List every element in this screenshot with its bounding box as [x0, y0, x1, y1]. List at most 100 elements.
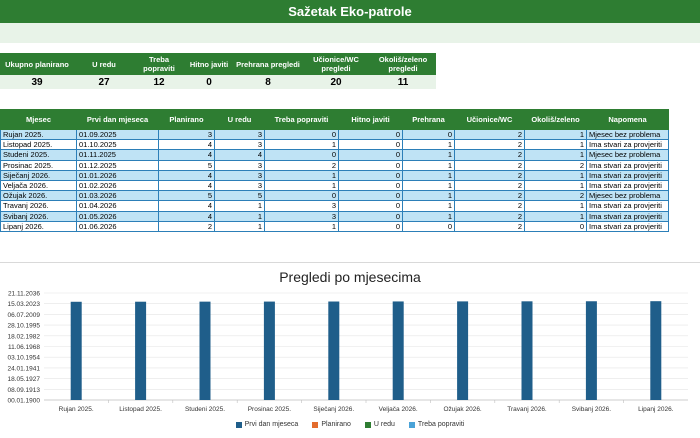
table-cell[interactable]: 1	[402, 159, 455, 171]
table-cell[interactable]: 01.12.2025	[76, 159, 159, 171]
table-cell[interactable]: 4	[158, 210, 215, 222]
table-cell[interactable]: 2	[454, 128, 525, 141]
column-header[interactable]: Napomena	[586, 109, 669, 130]
table-cell[interactable]: 0	[338, 139, 403, 151]
table-cell[interactable]: 2	[454, 159, 525, 171]
table-cell[interactable]: 1	[524, 169, 587, 181]
table-cell[interactable]: 01.01.2026	[76, 169, 159, 181]
table-cell[interactable]: 1	[524, 128, 587, 141]
table-cell[interactable]: 2	[454, 149, 525, 161]
table-cell[interactable]: 1	[524, 149, 587, 161]
table-cell[interactable]: Mjesec bez problema	[586, 190, 669, 202]
table-cell[interactable]: 2	[264, 159, 339, 171]
table-cell[interactable]: Travanj 2026.	[0, 200, 77, 212]
column-header[interactable]: Okoliš/zeleno	[524, 109, 587, 130]
table-cell[interactable]: 0	[264, 128, 339, 141]
column-header[interactable]: Planirano	[158, 109, 215, 130]
table-cell[interactable]: 2	[158, 220, 215, 232]
table-cell[interactable]: 1	[264, 139, 339, 151]
table-cell[interactable]: 01.05.2026	[76, 210, 159, 222]
table-cell[interactable]: 2	[454, 210, 525, 222]
table-cell[interactable]: 1	[402, 139, 455, 151]
table-cell[interactable]: Siječanj 2026.	[0, 169, 77, 181]
table-cell[interactable]: Prosinac 2025.	[0, 159, 77, 171]
table-cell[interactable]: 1	[402, 149, 455, 161]
table-cell[interactable]: 2	[524, 159, 587, 171]
table-cell[interactable]: 4	[158, 169, 215, 181]
table-cell[interactable]: Mjesec bez problema	[586, 128, 669, 141]
column-header[interactable]: Mjesec	[0, 109, 77, 130]
table-cell[interactable]: 2	[454, 200, 525, 212]
table-cell[interactable]: 3	[158, 128, 215, 141]
table-cell[interactable]: 5	[214, 190, 265, 202]
table-cell[interactable]: 0	[264, 190, 339, 202]
table-cell[interactable]: 1	[524, 200, 587, 212]
table-cell[interactable]: Veljača 2026.	[0, 179, 77, 192]
table-row[interactable]: Svibanj 2026. 01.05.2026 4 1 3 0 1 2 1 Ima stvari…	[0, 210, 669, 222]
bar-chart[interactable]: 21.11.2036 15.03.2023 06.07.2009 28.10.1995…	[0, 263, 700, 438]
table-cell[interactable]: 2	[454, 220, 525, 232]
table-cell[interactable]: 3	[214, 169, 265, 181]
table-cell[interactable]: 1	[264, 169, 339, 181]
table-cell[interactable]: 01.02.2026	[76, 179, 159, 192]
table-cell[interactable]: Studeni 2025.	[0, 149, 77, 161]
table-cell[interactable]: 1	[214, 220, 265, 232]
table-cell[interactable]: 2	[524, 190, 587, 202]
table-cell[interactable]: 01.03.2026	[76, 190, 159, 202]
table-row[interactable]: Ožujak 2026. 01.03.2026 5 5 0 0 1 2 2 Mjesec bez …	[0, 190, 669, 202]
table-cell[interactable]: 1	[524, 179, 587, 192]
table-cell[interactable]: Ima stvari za provjeriti	[586, 179, 669, 192]
table-cell[interactable]: 0	[402, 128, 455, 141]
table-cell[interactable]: Listopad 2025.	[0, 139, 77, 151]
column-header[interactable]: Treba popraviti	[264, 109, 339, 130]
table-cell[interactable]: 01.11.2025	[76, 149, 159, 161]
table-cell[interactable]: 4	[158, 200, 215, 212]
table-cell[interactable]: 0	[338, 159, 403, 171]
table-cell[interactable]: Ima stvari za provjeriti	[586, 200, 669, 212]
table-cell[interactable]: 3	[214, 159, 265, 171]
table-cell[interactable]: 0	[338, 179, 403, 192]
table-cell[interactable]: 01.06.2026	[76, 220, 159, 232]
table-row[interactable]: Travanj 2026. 01.04.2026 4 1 3 0 1 2 1 Ima stvari…	[0, 200, 669, 212]
table-cell[interactable]: 1	[214, 210, 265, 222]
table-cell[interactable]: 4	[158, 139, 215, 151]
table-cell[interactable]: 3	[214, 139, 265, 151]
table-cell[interactable]: 2	[454, 169, 525, 181]
table-cell[interactable]: 0	[338, 149, 403, 161]
legend-item[interactable]: U redu	[364, 421, 395, 428]
table-row[interactable]: Siječanj 2026. 01.01.2026 4 3 1 0 1 2 1 Ima stvar…	[0, 169, 669, 181]
table-cell[interactable]: 1	[214, 200, 265, 212]
table-row[interactable]: Prosinac 2025. 01.12.2025 5 3 2 0 1 2 2 Ima stvar…	[0, 159, 669, 171]
table-row[interactable]: Studeni 2025. 01.11.2025 4 4 0 0 1 2 1 Mjesec bez…	[0, 149, 669, 161]
table-cell[interactable]: 3	[264, 210, 339, 222]
table-cell[interactable]: 3	[214, 128, 265, 141]
table-cell[interactable]: 3	[264, 200, 339, 212]
table-cell[interactable]: Ima stvari za provjeriti	[586, 159, 669, 171]
table-cell[interactable]: 1	[402, 210, 455, 222]
table-cell[interactable]: 5	[158, 159, 215, 171]
column-header[interactable]: Učionice/WC	[454, 109, 525, 130]
legend-item[interactable]: Treba popraviti	[408, 421, 464, 428]
table-cell[interactable]: 0	[338, 128, 403, 141]
table-cell[interactable]: 01.10.2025	[76, 139, 159, 151]
chart-panel[interactable]: Pregledi po mjesecima 21.11.2036 15.03.20…	[0, 262, 700, 438]
table-cell[interactable]: Ima stvari za provjeriti	[586, 139, 669, 151]
table-cell[interactable]: 2	[454, 190, 525, 202]
table-cell[interactable]: 01.09.2025	[76, 128, 159, 141]
table-cell[interactable]: Lipanj 2026.	[0, 220, 77, 232]
table-row[interactable]: Veljača 2026. 01.02.2026 4 3 1 0 1 2 1 Ima stvari…	[0, 179, 669, 192]
legend-item[interactable]: Planirano	[312, 421, 351, 428]
table-cell[interactable]: 1	[402, 169, 455, 181]
table-cell[interactable]: 5	[158, 190, 215, 202]
table-cell[interactable]: 1	[524, 139, 587, 151]
table-row[interactable]: Listopad 2025. 01.10.2025 4 3 1 0 1 2 1 Ima stvar…	[0, 139, 669, 151]
legend-item[interactable]: Prvi dan mjeseca	[235, 421, 298, 428]
table-cell[interactable]: Mjesec bez problema	[586, 149, 669, 161]
table-cell[interactable]: 0	[338, 169, 403, 181]
column-header[interactable]: U redu	[214, 109, 265, 130]
table-cell[interactable]: 0	[264, 149, 339, 161]
table-cell[interactable]: 2	[454, 179, 525, 192]
table-cell[interactable]: Ima stvari za provjeriti	[586, 169, 669, 181]
table-cell[interactable]: 1	[402, 190, 455, 202]
table-cell[interactable]: Ožujak 2026.	[0, 190, 77, 202]
